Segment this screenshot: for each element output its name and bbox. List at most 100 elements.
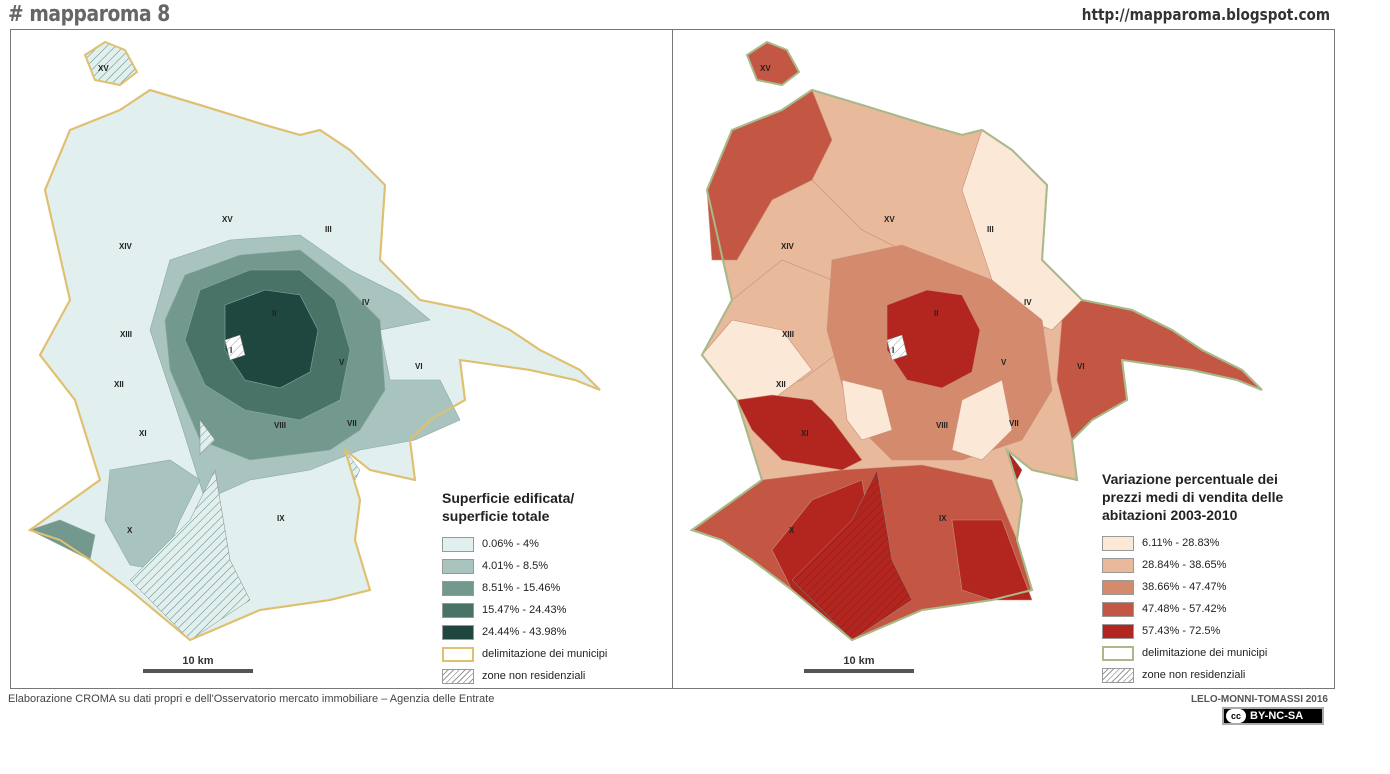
legend-swatch bbox=[1102, 667, 1134, 683]
municipio-label: VIII bbox=[936, 421, 948, 430]
cc-icon: cc bbox=[1226, 709, 1246, 723]
municipio-label: XV bbox=[98, 64, 109, 73]
municipio-label: X bbox=[127, 526, 133, 535]
municipio-label: XV bbox=[760, 64, 771, 73]
legend-swatch bbox=[442, 536, 474, 552]
legend-item: 4.01% - 8.5% bbox=[442, 555, 642, 577]
legend-swatch bbox=[442, 624, 474, 640]
legend-item: 24.44% - 43.98% bbox=[442, 621, 642, 643]
legend-swatch bbox=[442, 602, 474, 618]
municipi-boundary bbox=[689, 88, 1263, 642]
municipio-label: XII bbox=[776, 380, 786, 389]
municipio-label: IV bbox=[1024, 298, 1032, 307]
municipio-label: VI bbox=[1077, 362, 1085, 371]
license-label: BY-NC-SA bbox=[1250, 710, 1304, 722]
non-residential-zone bbox=[199, 419, 216, 456]
legend-label: delimitazione dei municipi bbox=[482, 648, 608, 660]
municipio-xv-exclave bbox=[83, 40, 139, 87]
legend-label: 4.01% - 8.5% bbox=[482, 560, 549, 572]
municipio-label: I bbox=[892, 346, 894, 355]
municipio-label: XV bbox=[222, 215, 233, 224]
legend-swatch bbox=[442, 558, 474, 574]
municipio-label: XI bbox=[801, 429, 809, 438]
license-badge[interactable]: cc BY-NC-SA bbox=[1222, 707, 1324, 725]
legend-label: 8.51% - 15.46% bbox=[482, 582, 561, 594]
municipio-label: XI bbox=[139, 429, 147, 438]
legend-swatch bbox=[1102, 645, 1134, 661]
municipio-label: XIV bbox=[781, 242, 795, 251]
municipio-label: XIII bbox=[782, 330, 794, 339]
zone-area bbox=[736, 394, 863, 471]
legend-label: 28.84% - 38.65% bbox=[1142, 559, 1227, 571]
municipio-xv-exclave bbox=[745, 40, 801, 87]
scale-label: 10 km bbox=[182, 655, 214, 667]
legend-item: 47.48% - 57.42% bbox=[1102, 598, 1312, 620]
municipio-label: II bbox=[272, 309, 276, 318]
legend-item: 8.51% - 15.46% bbox=[442, 577, 642, 599]
legend-label: 24.44% - 43.98% bbox=[482, 626, 567, 638]
legend-swatch bbox=[442, 646, 474, 662]
legend-swatch bbox=[1102, 601, 1134, 617]
legend-label: 15.47% - 24.43% bbox=[482, 604, 567, 616]
authors: LELO-MONNI-TOMASSI 2016 bbox=[1190, 694, 1328, 705]
legend-item: 0.06% - 4% bbox=[442, 533, 642, 555]
municipio-label: V bbox=[339, 358, 345, 367]
municipio-label: III bbox=[325, 225, 332, 234]
municipio-label: VII bbox=[347, 419, 357, 428]
legend-swatch bbox=[1102, 535, 1134, 551]
legend-item-hatch: zone non residenziali bbox=[1102, 664, 1312, 686]
legend-item: 15.47% - 24.43% bbox=[442, 599, 642, 621]
legend-label: 0.06% - 4% bbox=[482, 538, 539, 550]
municipio-label: VI bbox=[415, 362, 423, 371]
municipio-label: V bbox=[1001, 358, 1007, 367]
legend-left: Superficie edificata/ superficie totale … bbox=[442, 489, 642, 687]
zone-area bbox=[1056, 299, 1263, 441]
legend-item-hatch: zone non residenziali bbox=[442, 665, 642, 687]
source-note: Elaborazione CROMA su dati propri e dell… bbox=[8, 693, 495, 705]
scale-bar-left: 10 km bbox=[143, 655, 253, 673]
legend-item-border: delimitazione dei municipi bbox=[442, 643, 642, 665]
municipio-label: XV bbox=[884, 215, 895, 224]
municipio-label: XII bbox=[114, 380, 124, 389]
legend-swatch bbox=[1102, 557, 1134, 573]
legend-item: 38.66% - 47.47% bbox=[1102, 576, 1312, 598]
municipio-label: VIII bbox=[274, 421, 286, 430]
municipi-boundary bbox=[27, 88, 601, 642]
legend-title: Variazione percentuale dei prezzi medi d… bbox=[1102, 471, 1284, 523]
zone-area bbox=[29, 519, 96, 561]
legend-item: 28.84% - 38.65% bbox=[1102, 554, 1312, 576]
municipio-label: II bbox=[934, 309, 938, 318]
scale-bar-right: 10 km bbox=[804, 655, 914, 673]
municipio-label: X bbox=[789, 526, 795, 535]
legend-right: Variazione percentuale dei prezzi medi d… bbox=[1102, 470, 1312, 686]
legend-swatch bbox=[1102, 579, 1134, 595]
legend-label: zone non residenziali bbox=[482, 670, 586, 682]
municipio-label: I bbox=[230, 346, 232, 355]
legend-title: Superficie edificata/ superficie totale bbox=[442, 490, 575, 524]
non-residential-zone bbox=[224, 334, 246, 361]
legend-label: zone non residenziali bbox=[1142, 669, 1246, 681]
zone-area bbox=[841, 379, 893, 441]
municipio-label: XIV bbox=[119, 242, 133, 251]
legend-label: 38.66% - 47.47% bbox=[1142, 581, 1227, 593]
legend-label: 6.11% - 28.83% bbox=[1142, 537, 1220, 549]
legend-swatch bbox=[442, 668, 474, 684]
municipio-label: XIII bbox=[120, 330, 132, 339]
legend-label: 47.48% - 57.42% bbox=[1142, 603, 1227, 615]
municipio-label: III bbox=[987, 225, 994, 234]
legend-item: 57.43% - 72.5% bbox=[1102, 620, 1312, 642]
municipio-label: IX bbox=[277, 514, 285, 523]
legend-label: 57.43% - 72.5% bbox=[1142, 625, 1221, 637]
legend-swatch bbox=[1102, 623, 1134, 639]
legend-label: delimitazione dei municipi bbox=[1142, 647, 1268, 659]
municipio-label: IV bbox=[362, 298, 370, 307]
page-title: # mapparoma 8 bbox=[8, 2, 170, 27]
non-residential-zone bbox=[886, 334, 908, 361]
municipio-label: IX bbox=[939, 514, 947, 523]
zone-area bbox=[951, 379, 1013, 461]
zone-area bbox=[951, 519, 1033, 601]
blog-url[interactable]: http://mapparoma.blogspot.com bbox=[1081, 5, 1330, 24]
